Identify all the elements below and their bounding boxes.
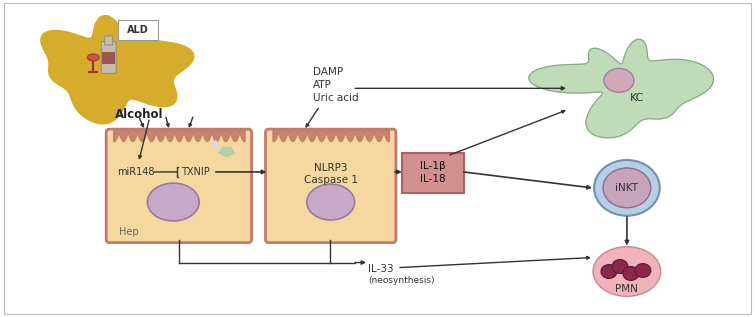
Polygon shape (528, 39, 713, 138)
FancyBboxPatch shape (106, 129, 251, 243)
Ellipse shape (623, 267, 639, 281)
Ellipse shape (612, 260, 628, 274)
Ellipse shape (604, 68, 634, 92)
Text: TXNIP: TXNIP (181, 167, 210, 177)
Polygon shape (219, 147, 235, 157)
Bar (102, 53, 116, 64)
FancyBboxPatch shape (402, 153, 464, 193)
Text: iNKT: iNKT (615, 183, 639, 193)
Text: DAMP: DAMP (313, 68, 344, 77)
Ellipse shape (593, 247, 661, 296)
Text: Caspase 1: Caspase 1 (304, 175, 358, 185)
Text: ATP: ATP (313, 80, 332, 90)
Text: (neosynthesis): (neosynthesis) (368, 276, 435, 285)
Ellipse shape (603, 168, 651, 208)
Text: Alcohol: Alcohol (115, 108, 163, 121)
Ellipse shape (594, 160, 660, 216)
Ellipse shape (307, 184, 355, 220)
Polygon shape (211, 140, 220, 148)
Ellipse shape (88, 54, 99, 61)
Text: miR148: miR148 (117, 167, 155, 177)
Text: IL-33: IL-33 (368, 263, 393, 274)
Text: KC: KC (630, 93, 644, 103)
FancyBboxPatch shape (118, 20, 158, 40)
Text: IL-1β: IL-1β (420, 161, 445, 171)
Polygon shape (41, 16, 194, 124)
FancyBboxPatch shape (101, 42, 116, 73)
FancyBboxPatch shape (105, 36, 112, 45)
Text: Hep: Hep (119, 227, 139, 237)
Ellipse shape (635, 263, 651, 277)
Text: Uric acid: Uric acid (313, 93, 359, 103)
Text: ALD: ALD (127, 24, 149, 35)
Text: PMN: PMN (615, 284, 638, 294)
Text: IL-18: IL-18 (420, 174, 445, 184)
Ellipse shape (147, 183, 199, 221)
Text: NLRP3: NLRP3 (314, 163, 347, 173)
Ellipse shape (601, 264, 617, 278)
FancyBboxPatch shape (266, 129, 396, 243)
